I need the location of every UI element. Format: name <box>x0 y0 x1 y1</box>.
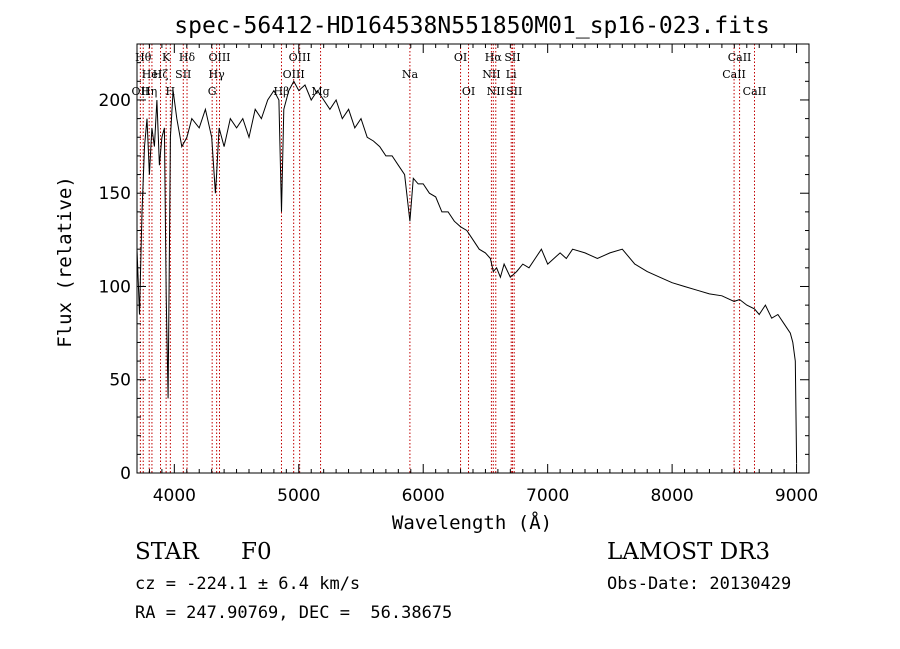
line-label: SII <box>504 51 520 64</box>
line-label: K <box>162 51 171 64</box>
line-label: SII <box>175 68 191 81</box>
line-label: Hδ <box>179 51 196 64</box>
y-tick-label: 150 <box>99 184 131 204</box>
line-label: NII <box>482 68 500 81</box>
x-tick-label: 6000 <box>402 486 445 506</box>
object-class: STAR <box>135 539 199 565</box>
line-label: Hζ <box>153 68 169 81</box>
survey-label: LAMOST DR3 <box>607 539 771 565</box>
line-label: SII <box>506 85 522 98</box>
chart-title: spec-56412-HD164538N551850M01_sp16-023.f… <box>174 13 769 39</box>
x-tick-label: 8000 <box>650 486 693 506</box>
line-label: CaII <box>722 68 746 81</box>
x-tick-label: 7000 <box>526 486 569 506</box>
x-tick-label: 9000 <box>775 486 818 506</box>
spectrum-line <box>136 80 798 464</box>
y-tick-label: 100 <box>99 277 131 297</box>
line-label: Mg <box>311 85 329 98</box>
x-axis-ticks: 4000 5000 6000 7000 8000 9000 <box>148 44 818 506</box>
line-label: Hη <box>141 85 157 98</box>
line-label: OIII <box>208 51 230 64</box>
spectral-line-markers <box>139 44 755 473</box>
plot-frame <box>136 43 810 474</box>
object-subclass: F0 <box>241 539 272 565</box>
coordinates-text: RA = 247.90769, DEC = 56.38675 <box>135 603 453 623</box>
y-tick-label: 50 <box>109 371 131 391</box>
line-label: CaII <box>728 51 752 64</box>
line-label: Hγ <box>209 68 226 81</box>
y-tick-label: 200 <box>99 91 131 111</box>
line-label: Hα <box>485 51 503 64</box>
y-axis-label: Flux (relative) <box>54 176 76 348</box>
y-tick-label: 0 <box>120 464 131 484</box>
line-label: OI <box>454 51 467 64</box>
line-label: H <box>166 85 176 98</box>
line-label: Li <box>506 68 517 81</box>
line-label: G <box>208 85 217 98</box>
line-label: Hβ <box>274 85 290 98</box>
line-label: OII <box>132 85 150 98</box>
line-label: CaII <box>743 85 767 98</box>
x-axis-label: Wavelength (Å) <box>392 511 552 534</box>
redshift-text: cz = -224.1 ± 6.4 km/s <box>135 574 361 594</box>
x-tick-label: 4000 <box>153 486 196 506</box>
y-axis-ticks: 0 50 100 150 200 <box>99 62 809 484</box>
obs-date-text: Obs-Date: 20130429 <box>607 574 792 594</box>
x-tick-label: 5000 <box>277 486 320 506</box>
line-label: OI <box>462 85 475 98</box>
line-label: Na <box>402 68 419 81</box>
line-label: OIII <box>283 68 305 81</box>
line-label: NII <box>487 85 505 98</box>
line-label: OIII <box>289 51 311 64</box>
line-label: Hθ <box>135 51 152 64</box>
line-label: HeI <box>142 68 162 81</box>
